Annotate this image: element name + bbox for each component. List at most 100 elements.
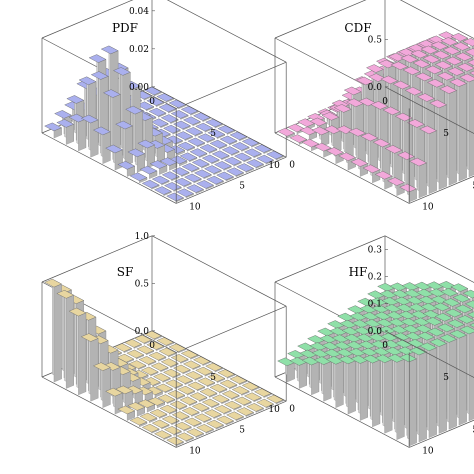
bar (177, 141, 196, 152)
bar (338, 355, 357, 415)
bar (170, 110, 189, 120)
bar (206, 175, 225, 186)
z-tick-label: 0.1 (368, 300, 382, 310)
z-tick-label: 0.02 (129, 45, 149, 55)
box-edge (176, 305, 287, 353)
bar (146, 341, 165, 351)
bar (141, 179, 160, 190)
bar (181, 407, 200, 417)
bar (231, 142, 250, 152)
bar (172, 120, 191, 131)
bar (191, 158, 210, 169)
bar (201, 154, 220, 165)
bar (459, 325, 474, 422)
bar (216, 171, 235, 182)
bar (175, 375, 194, 385)
y-tick-label: 10 (189, 202, 201, 212)
bar (68, 113, 87, 152)
bar (211, 150, 230, 161)
box-edge (176, 156, 287, 204)
bar (439, 85, 458, 186)
bar (459, 73, 474, 178)
bar (399, 183, 418, 203)
bar (213, 405, 232, 415)
bar (163, 426, 182, 436)
bar (207, 373, 226, 383)
bar (168, 99, 187, 110)
box-edge (274, 376, 410, 448)
chart-title: SF (117, 265, 134, 279)
bar (175, 131, 194, 141)
bar (226, 167, 245, 178)
bar (219, 379, 238, 390)
bar (173, 177, 192, 188)
bar (116, 353, 135, 364)
bar (409, 346, 428, 443)
bar (219, 135, 238, 146)
y-tick-label: 10 (422, 202, 434, 212)
y-tick-label: 5 (472, 425, 474, 435)
bar (216, 415, 235, 426)
bar (166, 192, 185, 203)
y-tick-label: 0 (289, 160, 295, 170)
bar (419, 125, 438, 194)
bar (236, 163, 255, 173)
x-tick-label: 0 (149, 97, 155, 107)
bar (206, 419, 225, 430)
bar (56, 119, 75, 145)
bar (187, 137, 206, 148)
z-tick-label: 0.5 (135, 279, 150, 289)
bar (139, 412, 158, 423)
bar (160, 358, 179, 368)
z-tick-label: 1.0 (135, 232, 150, 242)
bar (338, 152, 357, 171)
bar (386, 177, 405, 196)
bar (44, 278, 63, 383)
bar (153, 430, 172, 440)
bar (155, 383, 174, 394)
bar (192, 356, 211, 366)
bar (172, 364, 191, 375)
z-tick-label: 0.5 (368, 35, 383, 45)
bar (151, 175, 170, 186)
bar (209, 383, 228, 394)
bar (126, 349, 145, 360)
x-tick-label: 5 (210, 373, 216, 383)
bar (311, 126, 330, 147)
bar (231, 386, 250, 396)
bar (195, 122, 214, 133)
bar (182, 116, 201, 127)
bar (386, 354, 405, 440)
bar (169, 155, 188, 167)
bar (127, 402, 146, 417)
bar (152, 373, 171, 383)
bar (182, 360, 201, 371)
bar (134, 334, 153, 345)
bar (277, 357, 296, 383)
box-edge (274, 0, 367, 39)
box-edge (151, 86, 287, 158)
box-edge (274, 132, 410, 204)
bar (209, 139, 228, 150)
bar (165, 379, 184, 390)
bar (199, 144, 218, 154)
x-tick-label: 5 (443, 373, 449, 383)
z-tick-label: 0.3 (368, 245, 383, 255)
bar (44, 122, 63, 139)
bar (360, 132, 379, 173)
bar (195, 366, 214, 377)
box-edge (41, 235, 153, 283)
box-edge (41, 0, 134, 39)
x-tick-label: 10 (268, 161, 280, 171)
bar (199, 388, 218, 398)
bar (151, 419, 170, 430)
bar (197, 377, 216, 388)
chart-title: PDF (112, 21, 138, 35)
bar (163, 182, 182, 192)
bar (196, 424, 215, 434)
bar (201, 398, 220, 409)
bar (124, 339, 143, 349)
bar (419, 342, 438, 438)
y-tick-label: 10 (422, 446, 434, 456)
bar (105, 144, 124, 171)
